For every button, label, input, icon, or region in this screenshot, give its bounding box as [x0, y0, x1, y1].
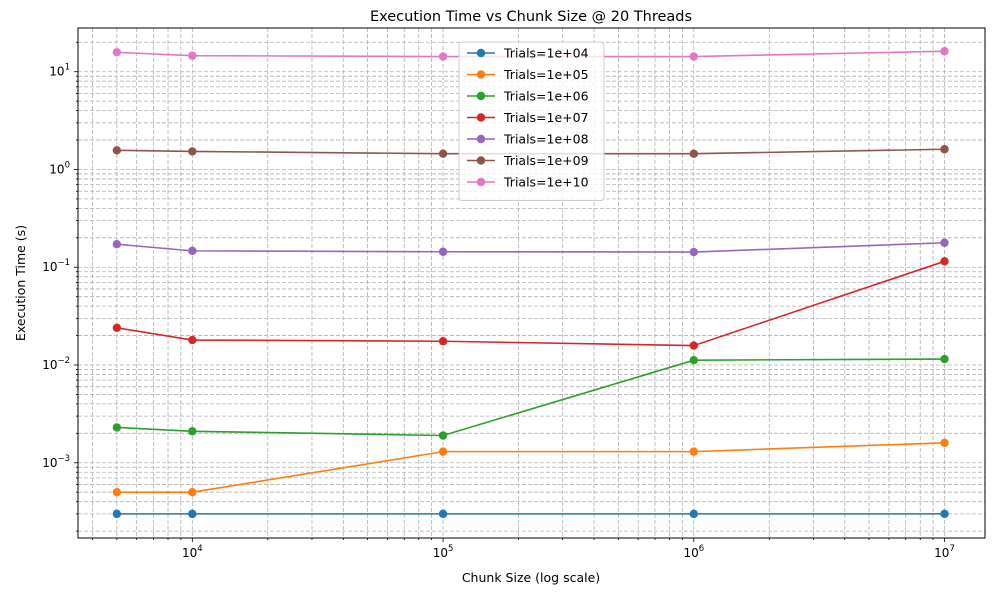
plot-area [112, 47, 949, 519]
data-point [188, 335, 197, 345]
data-point [188, 487, 197, 497]
data-point [689, 509, 698, 519]
data-point [188, 246, 197, 256]
data-point [438, 149, 448, 158]
series-0 [112, 509, 949, 519]
data-point [940, 145, 949, 154]
series-2 [112, 354, 949, 440]
series-4 [112, 238, 949, 257]
legend-label: Trials=1e+08 [503, 132, 589, 147]
data-point [438, 337, 448, 346]
legend-marker [476, 134, 486, 144]
x-tick-label: 104 [182, 544, 203, 560]
data-point [112, 48, 122, 57]
series-3 [112, 257, 949, 350]
legend-item: Trials=1e+08 [467, 132, 589, 147]
data-point [188, 147, 197, 156]
data-point [689, 247, 698, 257]
data-point [940, 47, 949, 56]
data-point [940, 509, 949, 519]
data-point [940, 354, 949, 364]
axes-frame [77, 27, 986, 539]
legend-marker [476, 91, 486, 101]
legend-label: Trials=1e+10 [503, 175, 589, 190]
data-point [940, 257, 949, 266]
data-point [438, 431, 448, 440]
data-point [112, 240, 122, 249]
series-1 [112, 438, 949, 497]
series-line [116, 358, 945, 437]
series-6 [112, 47, 949, 61]
data-point [112, 323, 122, 333]
y-axis-label: Execution Time (s) [13, 225, 28, 341]
legend-box [458, 41, 605, 201]
y-tick-label: 10−2 [42, 356, 70, 372]
axis-ticks: 104 105 106 107 10−3 10−2 10−1 100 101 [42, 41, 955, 560]
data-point [689, 355, 698, 365]
data-point [112, 146, 122, 155]
legend-marker [476, 177, 486, 187]
legend-label: Trials=1e+05 [503, 67, 589, 82]
series-line [116, 260, 945, 347]
legend-item: Trials=1e+06 [467, 89, 589, 104]
legend-marker [476, 113, 486, 122]
legend-label: Trials=1e+09 [503, 153, 589, 168]
x-tick-label: 106 [683, 544, 704, 560]
data-point [112, 487, 122, 497]
data-point [689, 447, 698, 456]
data-point [112, 509, 122, 519]
legend-item: Trials=1e+04 [467, 46, 589, 61]
legend-item: Trials=1e+05 [467, 67, 589, 82]
y-tick-label: 101 [49, 63, 70, 79]
legend-marker [476, 156, 486, 165]
legend-marker [476, 70, 486, 79]
data-point [689, 149, 698, 158]
legend-item: Trials=1e+09 [467, 153, 589, 168]
series-5 [112, 145, 949, 158]
data-point [940, 438, 949, 448]
chart-title: Execution Time vs Chunk Size @ 20 Thread… [370, 9, 692, 25]
data-point [940, 238, 949, 247]
legend-item: Trials=1e+07 [467, 110, 589, 125]
data-point [689, 341, 698, 350]
data-point [188, 51, 197, 60]
x-tick-label: 105 [433, 544, 454, 560]
series-line [116, 241, 945, 253]
data-point [689, 52, 698, 61]
legend-marker [476, 48, 486, 58]
data-point [112, 423, 122, 432]
data-point [438, 509, 448, 519]
legend-item: Trials=1e+10 [467, 175, 589, 190]
x-tick-label: 107 [934, 544, 955, 560]
y-tick-label: 10−1 [42, 258, 70, 274]
y-tick-label: 100 [49, 160, 70, 176]
data-point [188, 509, 197, 519]
legend-label: Trials=1e+07 [503, 110, 589, 125]
legend-label: Trials=1e+04 [503, 46, 589, 61]
data-point [438, 247, 448, 256]
legend-label: Trials=1e+06 [503, 89, 589, 104]
legend: Trials=1e+04 Trials=1e+05 Trials=1e+06 Tria… [458, 41, 605, 201]
x-axis-label: Chunk Size (log scale) [462, 570, 600, 585]
y-tick-label: 10−3 [42, 454, 70, 470]
data-point [438, 52, 448, 61]
data-point [188, 427, 197, 436]
data-point [438, 447, 448, 456]
